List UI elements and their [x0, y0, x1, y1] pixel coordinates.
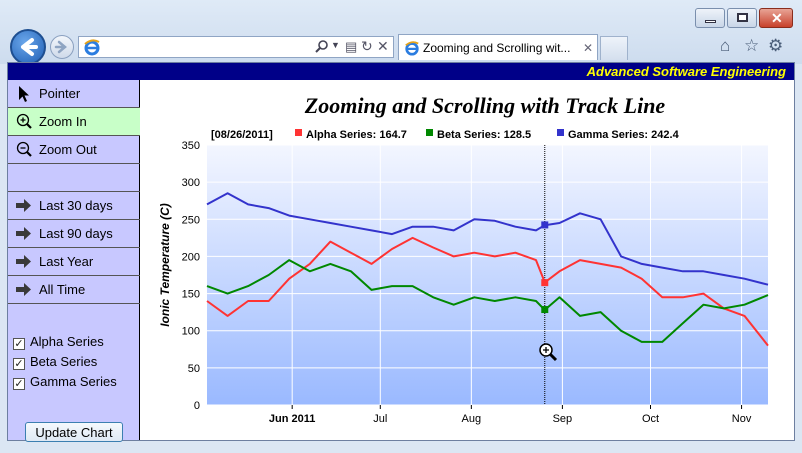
series-line-alpha-series — [206, 236, 769, 347]
gamma-series-label: Gamma Series — [30, 374, 117, 389]
tab-ie-icon — [405, 41, 419, 56]
y-tick-label: 300 — [182, 177, 200, 189]
x-tick-label: Oct — [642, 413, 659, 425]
legend-entry: Beta Series: 128.5 — [437, 129, 531, 141]
tab-title: Zooming and Scrolling wit... — [423, 41, 571, 55]
gamma-series-checkbox[interactable]: ✓ Gamma Series — [13, 374, 117, 390]
legend-entry: Alpha Series: 164.7 — [306, 129, 407, 141]
checkbox-check-icon[interactable]: ✓ — [13, 378, 25, 390]
home-icon[interactable]: ⌂ — [720, 36, 731, 55]
legend-swatch — [295, 129, 302, 136]
pointer-arrow-icon — [19, 86, 29, 102]
right-arrow-icon — [16, 199, 31, 212]
right-arrow-icon — [16, 283, 31, 296]
plot-area[interactable] — [207, 145, 768, 405]
zoom-out-icon — [16, 141, 32, 157]
all-time-label: All Time — [39, 282, 86, 297]
y-tick-label: 150 — [182, 289, 200, 301]
beta-series-label: Beta Series — [30, 354, 98, 369]
zoom-in-button[interactable]: Zoom In — [8, 108, 140, 136]
favorites-star-icon[interactable]: ☆ — [744, 36, 760, 55]
minimize-icon — [705, 20, 716, 23]
close-window-icon: ✕ — [771, 10, 783, 26]
x-tick-labels: Jun 2011 Jul Aug Sep Oct Nov — [269, 413, 752, 425]
all-time-button[interactable]: All Time — [8, 276, 140, 304]
track-point-marker — [541, 306, 549, 314]
grid — [207, 144, 768, 409]
new-tab-button[interactable] — [600, 36, 628, 60]
right-arrow-icon — [16, 255, 31, 268]
page-content: Advanced Software Engineering Pointer Zo… — [7, 62, 795, 442]
series-lines — [206, 192, 769, 347]
y-tick-label: 350 — [182, 140, 200, 152]
track-point-marker — [541, 221, 549, 229]
x-tick-label: Jun 2011 — [269, 413, 315, 425]
y-tick-label: 200 — [182, 251, 200, 263]
series-line-beta-series — [206, 259, 769, 343]
search-icon[interactable] — [315, 40, 329, 54]
last-30-days-label: Last 30 days — [39, 198, 113, 213]
chart[interactable]: Zooming and Scrolling with Track Line Io… — [141, 80, 794, 440]
stop-icon[interactable]: ✕ — [377, 38, 389, 54]
y-axis-label: Ionic Temperature (C) — [158, 203, 172, 327]
alpha-series-checkbox[interactable]: ✓ Alpha Series — [13, 334, 104, 350]
zoom-out-button[interactable]: Zoom Out — [8, 136, 140, 164]
track-legend: [08/26/2011] Alpha Series: 164.7 Beta Seri… — [211, 129, 680, 141]
legend-swatch — [557, 129, 564, 136]
minimize-button[interactable] — [695, 8, 725, 28]
close-window-button[interactable]: ✕ — [759, 8, 793, 28]
x-tick-label: Jul — [373, 413, 387, 425]
back-button[interactable] — [10, 29, 46, 65]
last-30-days-button[interactable]: Last 30 days — [8, 192, 140, 220]
maximize-icon — [737, 13, 748, 22]
last-year-button[interactable]: Last Year — [8, 248, 140, 276]
forward-arrow-icon — [54, 40, 67, 54]
y-tick-label: 50 — [188, 363, 200, 375]
alpha-series-label: Alpha Series — [30, 334, 104, 349]
x-tick-label: Nov — [732, 413, 752, 425]
forward-button[interactable] — [50, 35, 74, 59]
compat-view-icon[interactable]: ▤ — [345, 39, 358, 54]
banner: Advanced Software Engineering — [8, 63, 794, 80]
last-90-days-label: Last 90 days — [39, 226, 113, 241]
close-tab-icon[interactable]: ✕ — [583, 41, 594, 55]
x-tick-label: Aug — [462, 413, 482, 425]
pointer-label: Pointer — [39, 86, 81, 101]
checkbox-check-icon[interactable]: ✓ — [13, 338, 25, 350]
update-chart-button[interactable]: Update Chart — [25, 422, 123, 442]
series-line-gamma-series — [206, 192, 769, 286]
zoom-in-icon — [16, 113, 32, 129]
beta-series-checkbox[interactable]: ✓ Beta Series — [13, 354, 97, 370]
back-arrow-icon — [21, 38, 38, 56]
y-tick-labels: 0 50 100 150 200 250 300 350 — [182, 140, 200, 412]
track-line — [541, 145, 549, 405]
zoom-in-label: Zoom In — [39, 114, 87, 129]
search-dropdown-icon[interactable]: ▼ — [331, 40, 340, 50]
gear-icon[interactable]: ⚙ — [768, 36, 784, 55]
browser-tab[interactable]: Zooming and Scrolling wit... ✕ — [398, 34, 598, 60]
last-year-label: Last Year — [39, 254, 94, 269]
checkbox-check-icon[interactable]: ✓ — [13, 358, 25, 370]
y-tick-label: 250 — [182, 214, 200, 226]
spacer-row — [8, 164, 140, 192]
right-arrow-icon — [16, 227, 31, 240]
pointer-button[interactable]: Pointer — [8, 80, 140, 108]
track-point-marker — [541, 279, 549, 287]
browser-chrome: ✕ ▼ ▤ ↻ ✕ Zooming and Scroll — [0, 0, 802, 65]
chart-title: Zooming and Scrolling with Track Line — [304, 93, 666, 118]
address-bar[interactable]: ▼ ▤ ↻ ✕ — [78, 36, 394, 58]
zoom-out-label: Zoom Out — [39, 142, 97, 157]
legend-entry: Gamma Series: 242.4 — [568, 129, 680, 141]
maximize-button[interactable] — [727, 8, 757, 28]
legend-swatch — [426, 129, 433, 136]
refresh-icon[interactable]: ↻ — [361, 38, 373, 54]
y-tick-label: 0 — [194, 400, 200, 412]
ie-logo-icon — [84, 39, 100, 56]
y-tick-label: 100 — [182, 326, 200, 338]
sidebar: Pointer Zoom In Zoom Out Last 30 days — [8, 80, 140, 442]
x-tick-label: Sep — [553, 413, 573, 425]
track-date-label: [08/26/2011] — [211, 129, 273, 141]
zoom-cursor-icon — [539, 343, 558, 362]
last-90-days-button[interactable]: Last 90 days — [8, 220, 140, 248]
